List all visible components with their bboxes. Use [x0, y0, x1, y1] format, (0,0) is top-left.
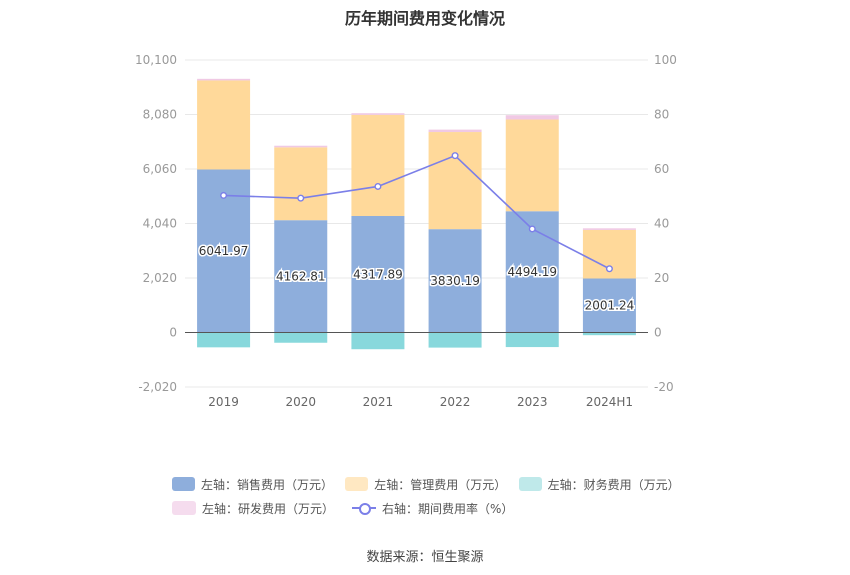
- data-label-sales: 4162.81: [276, 269, 326, 283]
- rate-line: [220, 152, 613, 273]
- bar-finance: [582, 332, 636, 336]
- bar-mgmt: [428, 132, 482, 230]
- left-tick-label: 6,060: [143, 162, 177, 176]
- left-tick-label: -2,020: [138, 380, 177, 394]
- legend-swatch-rnd: [172, 501, 196, 515]
- bar-mgmt: [505, 119, 559, 212]
- right-tick-label: 40: [654, 217, 669, 231]
- bar-sales: [582, 278, 636, 333]
- legend-item-rate[interactable]: 右轴：期间费用率（%）: [352, 500, 513, 517]
- rate-point: [605, 265, 613, 273]
- bar-rnd: [582, 228, 636, 230]
- x-tick-label: 2024H1: [586, 395, 633, 409]
- bar-mgmt: [197, 80, 251, 170]
- bars: [197, 78, 636, 350]
- rate-point: [220, 191, 228, 199]
- legend-item-finance[interactable]: 左轴：财务费用（万元）: [518, 476, 680, 493]
- legend-item-mgmt[interactable]: 左轴：管理费用（万元）: [345, 476, 507, 493]
- legend-swatch-sales: [172, 477, 195, 491]
- bar-rnd: [351, 113, 405, 115]
- legend-label-sales: 左轴：销售费用（万元）: [200, 477, 333, 492]
- bar-finance: [351, 332, 405, 350]
- chart-title: 历年期间费用变化情况: [344, 9, 505, 28]
- legend: 左轴：销售费用（万元） 左轴：管理费用（万元） 左轴：财务费用（万元） 左轴：研…: [172, 472, 692, 520]
- left-tick-label: 8,080: [143, 108, 177, 122]
- data-label-sales: 3830.19: [430, 274, 480, 288]
- legend-swatch-rate: [352, 501, 377, 515]
- grid-lines: [185, 59, 648, 388]
- x-tick-label: 2022: [440, 395, 471, 409]
- rate-point: [528, 225, 536, 233]
- x-tick-label: 2020: [285, 395, 316, 409]
- left-tick-label: 4,040: [143, 217, 177, 231]
- right-tick-label: 60: [654, 162, 669, 176]
- x-tick-label: 2023: [517, 395, 548, 409]
- bar-mgmt: [351, 114, 405, 217]
- data-label-sales: 2001.24: [585, 299, 635, 313]
- right-tick-label: 20: [654, 271, 669, 285]
- legend-label-finance: 左轴：财务费用（万元）: [547, 477, 680, 492]
- bar-rnd: [505, 115, 559, 120]
- right-tick-label: -20: [654, 380, 674, 394]
- legend-swatch-finance: [518, 477, 542, 491]
- legend-item-rnd[interactable]: 左轴：研发费用（万元）: [172, 500, 334, 517]
- x-tick-label: 2021: [363, 395, 394, 409]
- rate-line-path: [223, 154, 610, 270]
- left-tick-label: 2,020: [143, 271, 177, 285]
- bar-finance: [428, 332, 482, 348]
- data-label-sales: 4494.19: [507, 265, 557, 279]
- legend-swatch-mgmt: [345, 477, 369, 491]
- legend-label-rnd: 左轴：研发费用（万元）: [202, 501, 335, 516]
- left-tick-label: 10,100: [135, 53, 177, 67]
- bar-sales: [428, 229, 482, 333]
- bar-sales: [351, 216, 405, 333]
- bar-rnd: [428, 129, 482, 133]
- right-tick-label: 0: [654, 326, 662, 340]
- rate-point: [297, 194, 305, 202]
- bar-finance: [505, 332, 559, 348]
- legend-label-mgmt: 左轴：管理费用（万元）: [374, 477, 507, 492]
- right-tick-label: 100: [654, 53, 677, 67]
- bar-mgmt: [274, 147, 328, 221]
- x-tick-label: 2019: [208, 395, 239, 409]
- data-labels: 6041.97 4162.81 4317.89 3830.19 4494.19 2001.…: [197, 242, 635, 314]
- bar-rnd: [197, 78, 251, 81]
- bar-sales: [274, 220, 328, 333]
- legend-label-rate: 右轴：期间费用率（%）: [382, 501, 514, 516]
- data-label-sales: 6041.97: [199, 244, 249, 258]
- bar-rnd: [274, 145, 328, 148]
- bar-finance: [274, 332, 328, 343]
- right-tick-label: 80: [654, 108, 669, 122]
- legend-item-sales[interactable]: 左轴：销售费用（万元）: [172, 476, 333, 493]
- rate-point: [374, 182, 382, 190]
- source-note: 数据来源：恒生聚源: [366, 550, 484, 565]
- data-label-sales: 4317.89: [353, 267, 403, 281]
- rate-point: [451, 152, 459, 160]
- left-tick-label: 0: [169, 326, 177, 340]
- bar-finance: [197, 332, 251, 348]
- axes: -2,020 0 2,020 4,040 6,060 8,080 10,100 -20 0 20 4…: [135, 53, 677, 409]
